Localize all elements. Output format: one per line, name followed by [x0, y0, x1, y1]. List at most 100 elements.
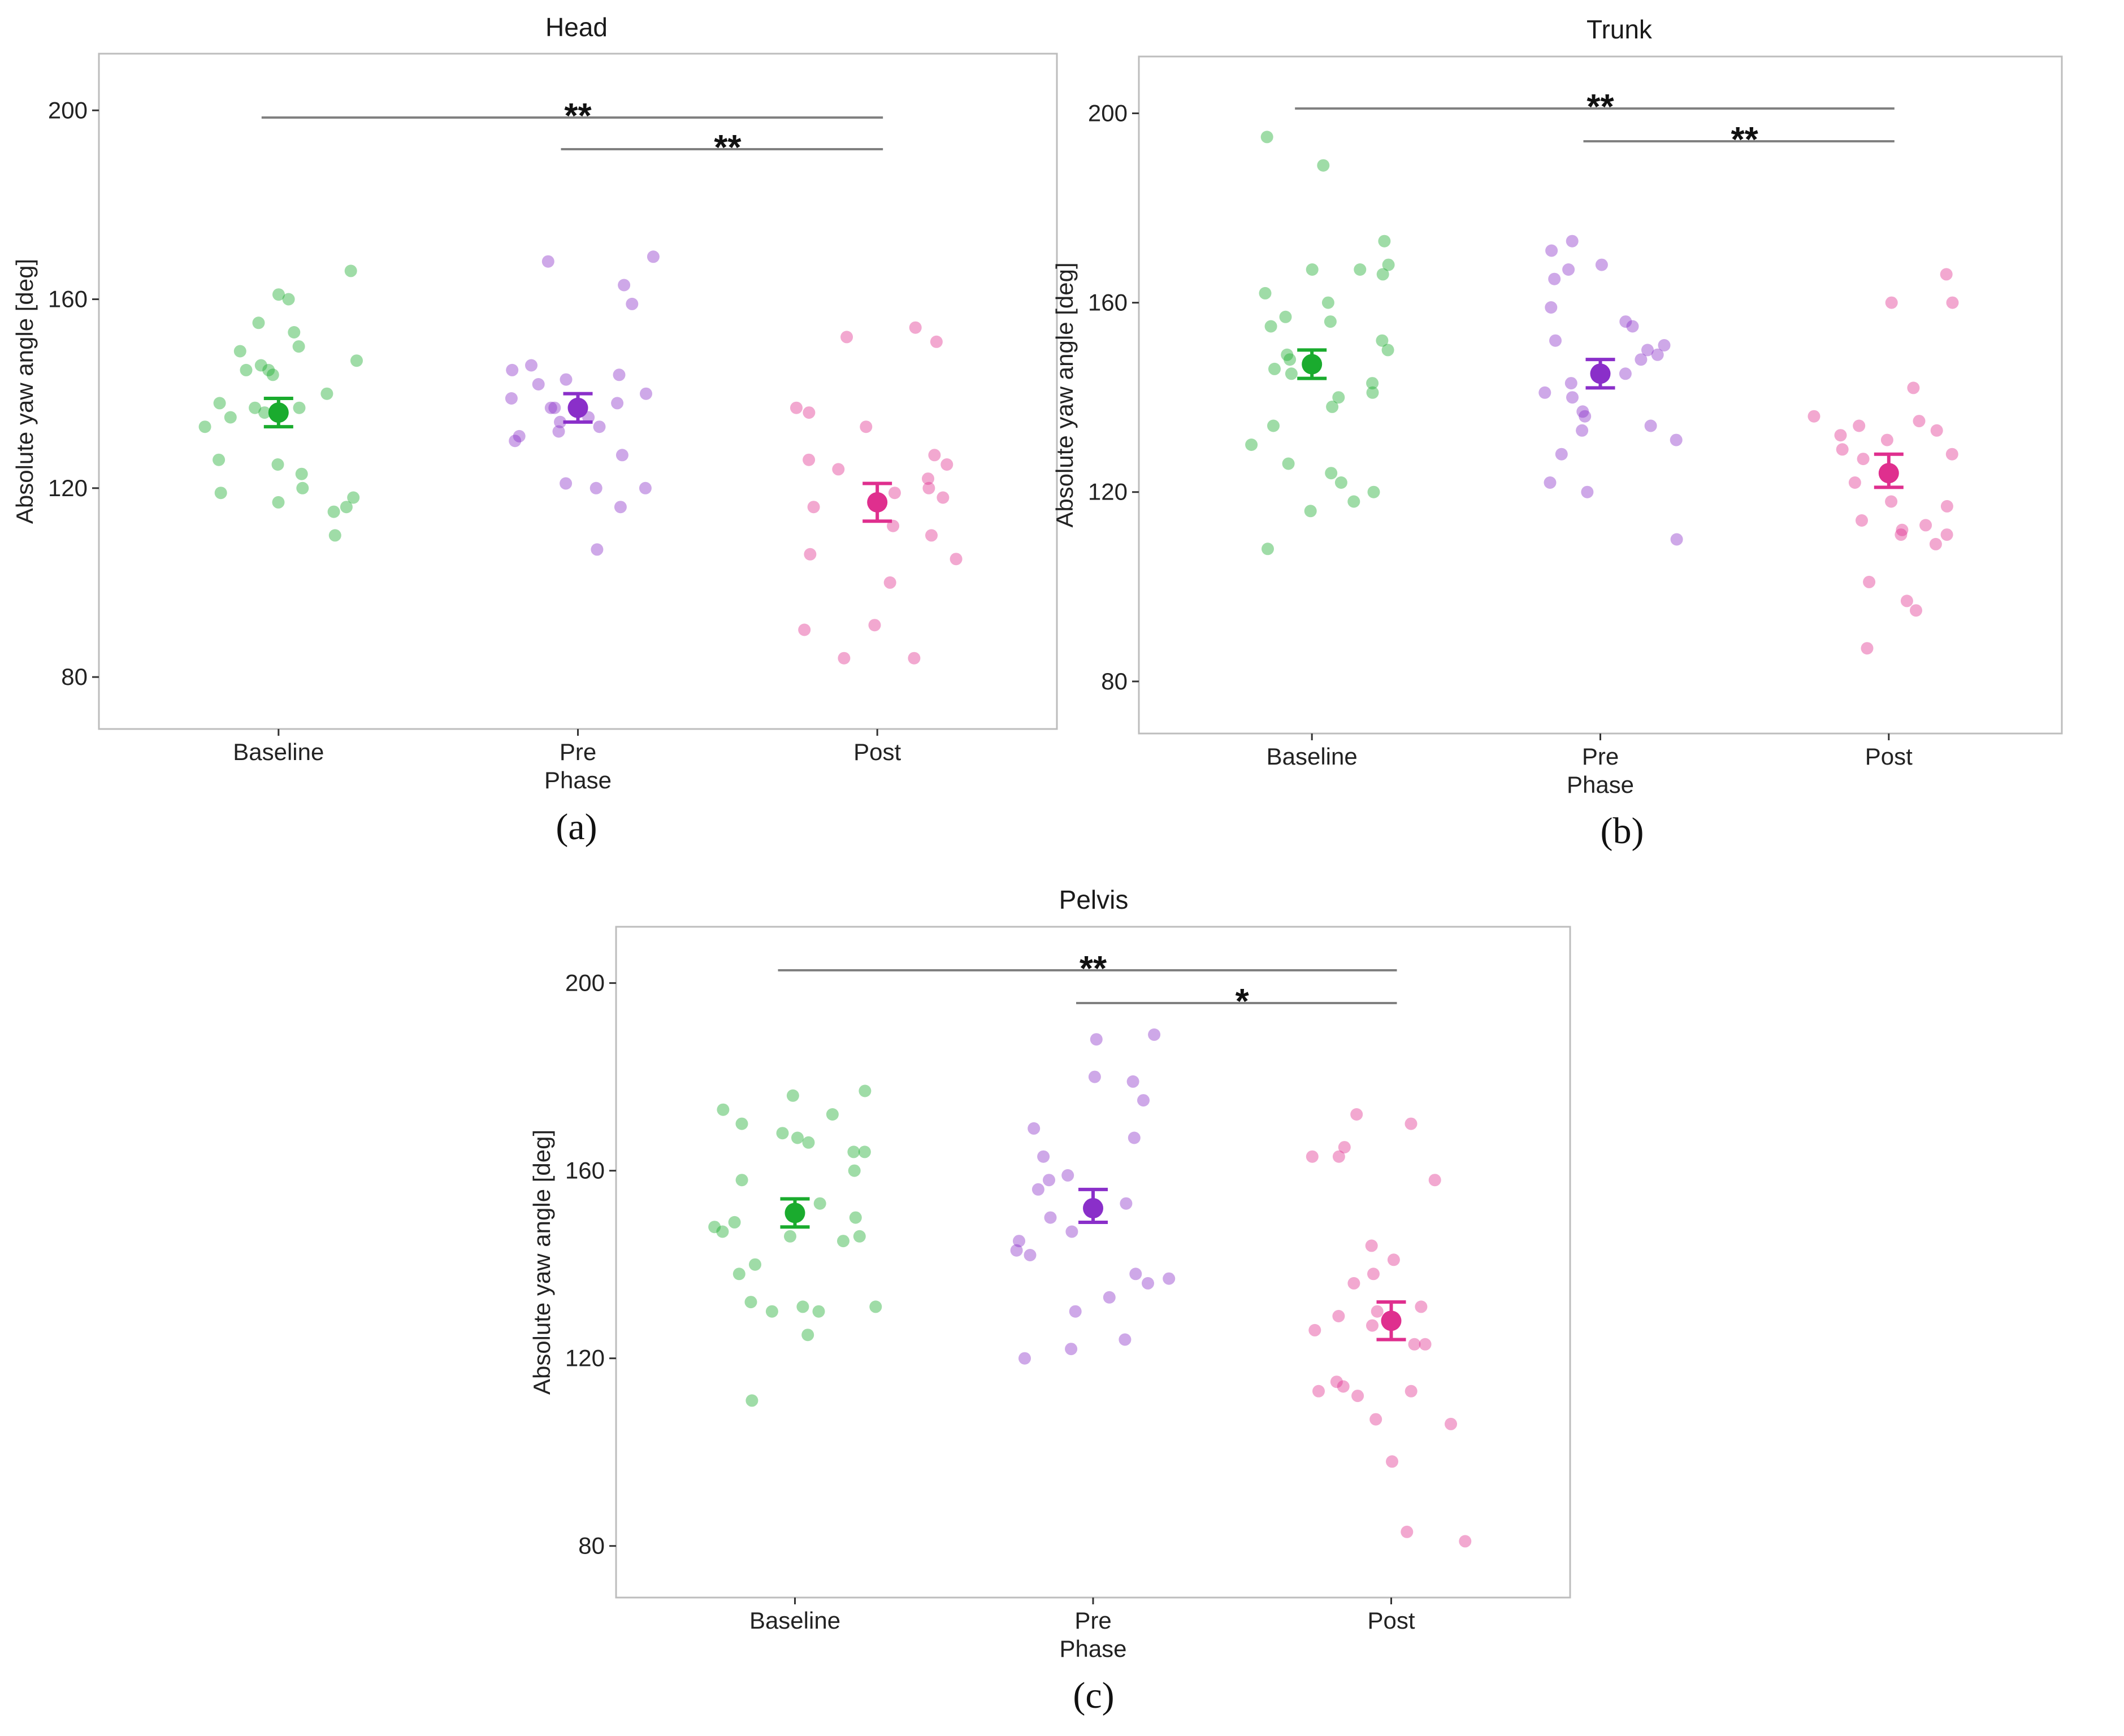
x-tick-label: Baseline: [233, 739, 324, 765]
data-point-post: [1347, 1277, 1360, 1290]
data-point-baseline: [350, 354, 363, 367]
data-point-pre: [1595, 258, 1608, 271]
data-point-baseline: [213, 397, 226, 410]
data-point-pre: [1031, 1183, 1044, 1196]
data-point-post: [832, 463, 845, 476]
data-point-pre: [1142, 1277, 1154, 1290]
data-point-pre: [1626, 320, 1639, 333]
data-point-post: [1371, 1305, 1384, 1318]
data-point-baseline: [320, 387, 333, 400]
panel-trunk: Trunk 80 120 160 200 Absolute yaw angle [deg]…: [1051, 15, 2063, 852]
y-axis-label: Absolute yaw angle [deg]: [1051, 262, 1078, 527]
data-point-post: [1408, 1338, 1421, 1351]
data-point-baseline: [224, 411, 237, 424]
y-tick-label: 160: [565, 1157, 605, 1184]
data-point-pre: [1061, 1169, 1074, 1182]
data-point-post: [1312, 1385, 1325, 1398]
data-point-baseline: [1326, 400, 1339, 413]
data-point-post: [1306, 1150, 1319, 1163]
data-point-pre: [591, 543, 604, 556]
data-point-baseline: [1334, 476, 1347, 489]
data-point-baseline: [214, 487, 227, 500]
data-point-baseline: [745, 1394, 758, 1407]
data-point-post: [803, 453, 816, 466]
data-point-pre: [618, 279, 631, 292]
data-point-pre: [1163, 1272, 1176, 1285]
data-point-post: [1913, 415, 1926, 428]
data-point-pre: [1644, 419, 1657, 432]
data-point-pre: [1119, 1333, 1132, 1346]
data-point-post: [1907, 381, 1920, 394]
data-point-pre: [1619, 367, 1632, 380]
data-point-post: [1415, 1300, 1428, 1313]
data-point-post: [838, 652, 851, 665]
data-point-pre: [1018, 1352, 1031, 1365]
data-point-pre: [1566, 235, 1579, 248]
data-point-pre: [1065, 1225, 1078, 1238]
panel-title: Head: [545, 12, 608, 42]
data-point-baseline: [1279, 310, 1292, 323]
data-point-post: [1366, 1319, 1379, 1332]
data-point-pre: [1548, 272, 1561, 285]
data-point-pre: [1658, 339, 1671, 351]
data-point-post: [1946, 296, 1959, 309]
data-point-pre: [560, 373, 573, 386]
data-point-baseline: [254, 359, 267, 372]
data-point-post: [1351, 1390, 1364, 1403]
data-point-post: [1387, 1253, 1400, 1266]
y-tick-label: 80: [1101, 668, 1128, 695]
data-point-post: [1330, 1375, 1343, 1388]
data-point-post: [1857, 453, 1870, 466]
data-point-pre: [614, 501, 627, 514]
data-point-post: [1848, 476, 1861, 489]
data-point-post: [1900, 594, 1913, 607]
data-point-post: [1945, 448, 1958, 461]
panel-border: [98, 53, 1058, 730]
data-point-baseline: [266, 368, 279, 381]
data-point-pre: [1576, 424, 1589, 437]
data-point-pre: [647, 250, 660, 263]
data-point-pre: [1129, 1268, 1142, 1281]
data-point-post: [1834, 429, 1847, 442]
data-point-post: [908, 652, 921, 665]
data-point-baseline: [344, 264, 357, 277]
data-point-baseline: [859, 1084, 872, 1097]
data-point-pre: [1065, 1343, 1078, 1356]
data-point-pre: [1137, 1094, 1150, 1107]
data-point-post: [1836, 443, 1849, 456]
data-point-post: [1940, 268, 1953, 281]
data-point-baseline: [749, 1258, 761, 1271]
significance-label: **: [564, 97, 592, 136]
data-point-baseline: [1366, 377, 1379, 390]
data-point-post: [1365, 1239, 1378, 1252]
data-point-pre: [532, 378, 545, 390]
x-axis-label: Phase: [544, 767, 612, 793]
data-point-post: [803, 406, 816, 419]
data-point-baseline: [744, 1296, 757, 1309]
data-point-baseline: [716, 1225, 729, 1238]
data-point-baseline: [293, 401, 306, 414]
data-point-post: [1405, 1117, 1418, 1130]
data-point-baseline: [1264, 320, 1277, 333]
data-point-baseline: [292, 340, 305, 353]
data-point-pre: [1564, 377, 1577, 390]
mean-point-post: [867, 492, 888, 513]
mean-point-baseline: [784, 1203, 805, 1223]
significance-label: **: [1080, 949, 1107, 988]
data-point-baseline: [282, 293, 295, 306]
data-point-baseline: [271, 458, 284, 471]
y-tick-label: 200: [1088, 100, 1128, 127]
data-point-baseline: [801, 1329, 814, 1342]
data-point-pre: [1069, 1305, 1082, 1318]
data-point-baseline: [853, 1230, 866, 1243]
mean-point-post: [1381, 1310, 1402, 1331]
data-point-baseline: [717, 1103, 730, 1116]
data-point-pre: [1651, 348, 1664, 361]
data-point-post: [1386, 1455, 1398, 1468]
data-point-baseline: [340, 501, 353, 514]
y-tick-label: 120: [1088, 479, 1128, 505]
data-point-post: [1332, 1310, 1345, 1322]
data-point-post: [1367, 1268, 1380, 1281]
data-point-baseline: [1378, 235, 1391, 248]
data-point-pre: [1562, 263, 1575, 276]
